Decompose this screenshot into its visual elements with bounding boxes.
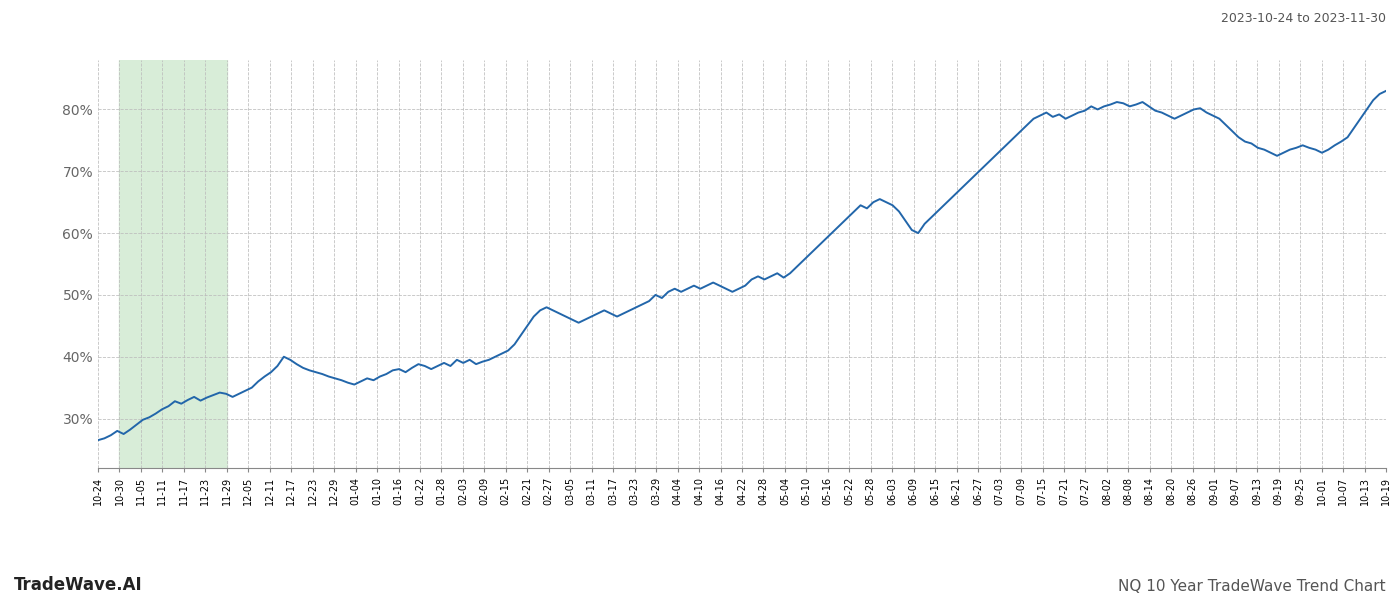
- Text: 2023-10-24 to 2023-11-30: 2023-10-24 to 2023-11-30: [1221, 12, 1386, 25]
- Text: TradeWave.AI: TradeWave.AI: [14, 576, 143, 594]
- Text: NQ 10 Year TradeWave Trend Chart: NQ 10 Year TradeWave Trend Chart: [1119, 579, 1386, 594]
- Bar: [119, 60, 227, 468]
